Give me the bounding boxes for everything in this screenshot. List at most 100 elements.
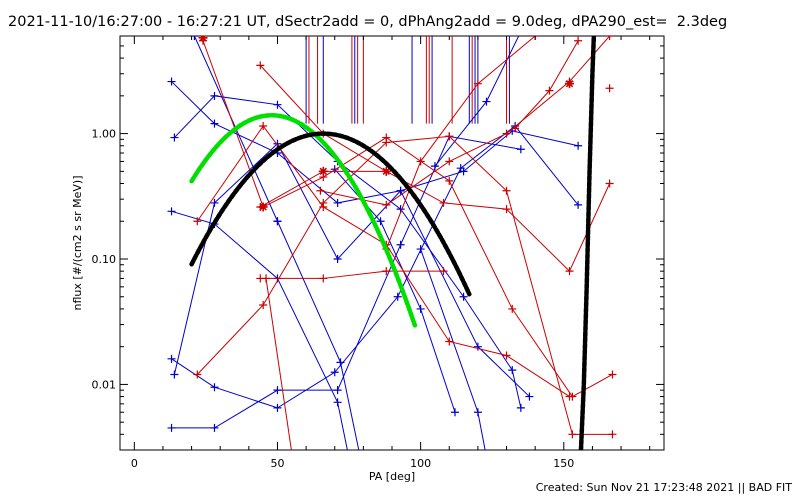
- data-point-marker: [508, 304, 517, 313]
- data-point-marker: [565, 392, 574, 401]
- star-marker: [318, 166, 328, 176]
- data-point-marker: [450, 408, 459, 417]
- data-point-marker: [256, 61, 265, 70]
- data-point-marker: [456, 164, 465, 173]
- data-point-marker: [416, 245, 425, 254]
- data-point-marker: [190, 36, 199, 40]
- data-point-marker: [170, 133, 179, 142]
- data-point-marker: [167, 77, 176, 86]
- data-point-marker: [348, 468, 356, 476]
- y-tick-label: 0.01: [92, 378, 117, 391]
- data-point-marker: [525, 392, 534, 401]
- data-point-marker: [210, 383, 219, 392]
- data-point-marker: [167, 354, 176, 363]
- data-point-marker: [273, 139, 282, 148]
- series-group: [167, 28, 617, 476]
- x-tick-label: 100: [410, 457, 431, 470]
- data-point-marker: [167, 207, 176, 216]
- series-line: [260, 270, 444, 279]
- data-point-marker: [605, 84, 614, 93]
- footer-text: Created: Sun Nov 21 17:23:48 2021 || BAD…: [535, 481, 792, 494]
- data-point-marker: [445, 132, 454, 141]
- data-point-marker: [170, 370, 179, 379]
- series-line: [420, 248, 486, 450]
- data-point-marker: [502, 205, 511, 214]
- y-tick-label: 1.00: [92, 128, 117, 141]
- data-point-marker: [545, 86, 554, 95]
- data-point-marker: [319, 274, 328, 283]
- data-point-marker: [473, 79, 482, 88]
- data-point-marker: [359, 468, 367, 476]
- data-point-marker: [416, 304, 425, 313]
- data-point-marker: [502, 351, 511, 360]
- series-line: [171, 125, 579, 409]
- series-line: [385, 36, 536, 250]
- data-point-marker: [502, 186, 511, 195]
- y-tick-label: 0.10: [92, 253, 117, 266]
- data-point-marker: [508, 366, 517, 375]
- data-point-marker: [330, 165, 339, 174]
- data-point-marker: [482, 97, 491, 106]
- star-marker: [198, 36, 208, 43]
- chart-title: 2021-11-10/16:27:00 - 16:27:21 UT, dSect…: [8, 14, 728, 30]
- data-point-marker: [605, 179, 614, 188]
- data-point-marker: [574, 200, 583, 209]
- series-line: [174, 95, 522, 408]
- data-point-marker: [259, 121, 268, 130]
- data-point-marker: [210, 91, 219, 100]
- data-point-marker: [167, 423, 176, 432]
- data-point-marker: [608, 370, 617, 379]
- data-point-marker: [273, 403, 282, 412]
- data-point-marker: [445, 157, 454, 166]
- fit-curves-group: [189, 36, 597, 450]
- series-line: [202, 40, 613, 398]
- data-point-marker: [382, 200, 391, 209]
- data-point-marker: [605, 36, 614, 40]
- data-point-marker: [316, 186, 325, 195]
- data-point-marker: [439, 198, 448, 207]
- data-point-marker: [608, 430, 617, 439]
- data-point-marker: [445, 337, 454, 346]
- data-point-marker: [291, 468, 299, 476]
- data-point-marker: [396, 186, 405, 195]
- x-tick-label: 50: [270, 457, 284, 470]
- data-point-marker: [376, 217, 385, 226]
- data-point-marker: [193, 370, 202, 379]
- green-fit-curve: [189, 113, 418, 328]
- data-point-marker: [396, 240, 405, 249]
- data-point-marker: [430, 162, 439, 171]
- data-point-marker: [262, 274, 271, 283]
- data-point-marker: [333, 255, 342, 264]
- star-marker: [258, 202, 268, 212]
- data-point-marker: [459, 292, 468, 301]
- ticks-group: 0 50 100 150 0.01 0.10 1.00: [92, 35, 664, 470]
- series-line: [196, 135, 613, 435]
- data-point-marker: [336, 358, 345, 367]
- data-point-marker: [210, 423, 219, 432]
- data-point-marker: [502, 129, 511, 138]
- data-point-marker: [393, 292, 402, 301]
- series-line: [265, 278, 292, 450]
- data-point-marker: [273, 386, 282, 395]
- data-point-marker: [273, 100, 282, 109]
- data-point-marker: [333, 398, 342, 407]
- data-point-marker: [333, 386, 342, 395]
- data-point-marker: [382, 133, 391, 142]
- y-axis-title: nflux [#/(cm2 s sr MeV)]: [71, 176, 84, 311]
- data-point-marker: [382, 267, 391, 276]
- data-point-marker: [568, 430, 577, 439]
- data-point-marker: [574, 36, 583, 45]
- data-point-marker: [517, 28, 525, 36]
- black-right-fit-curve: [578, 36, 597, 450]
- data-point-marker: [565, 267, 574, 276]
- series-line: [171, 81, 579, 204]
- x-axis-title: PA [deg]: [369, 470, 415, 483]
- data-point-marker: [485, 468, 493, 476]
- data-point-marker: [259, 300, 268, 309]
- data-point-marker: [439, 267, 448, 276]
- star-marker: [381, 166, 391, 176]
- data-point-marker: [319, 202, 328, 211]
- series-line: [320, 36, 610, 206]
- data-point-marker: [210, 119, 219, 128]
- data-point-marker: [445, 176, 454, 185]
